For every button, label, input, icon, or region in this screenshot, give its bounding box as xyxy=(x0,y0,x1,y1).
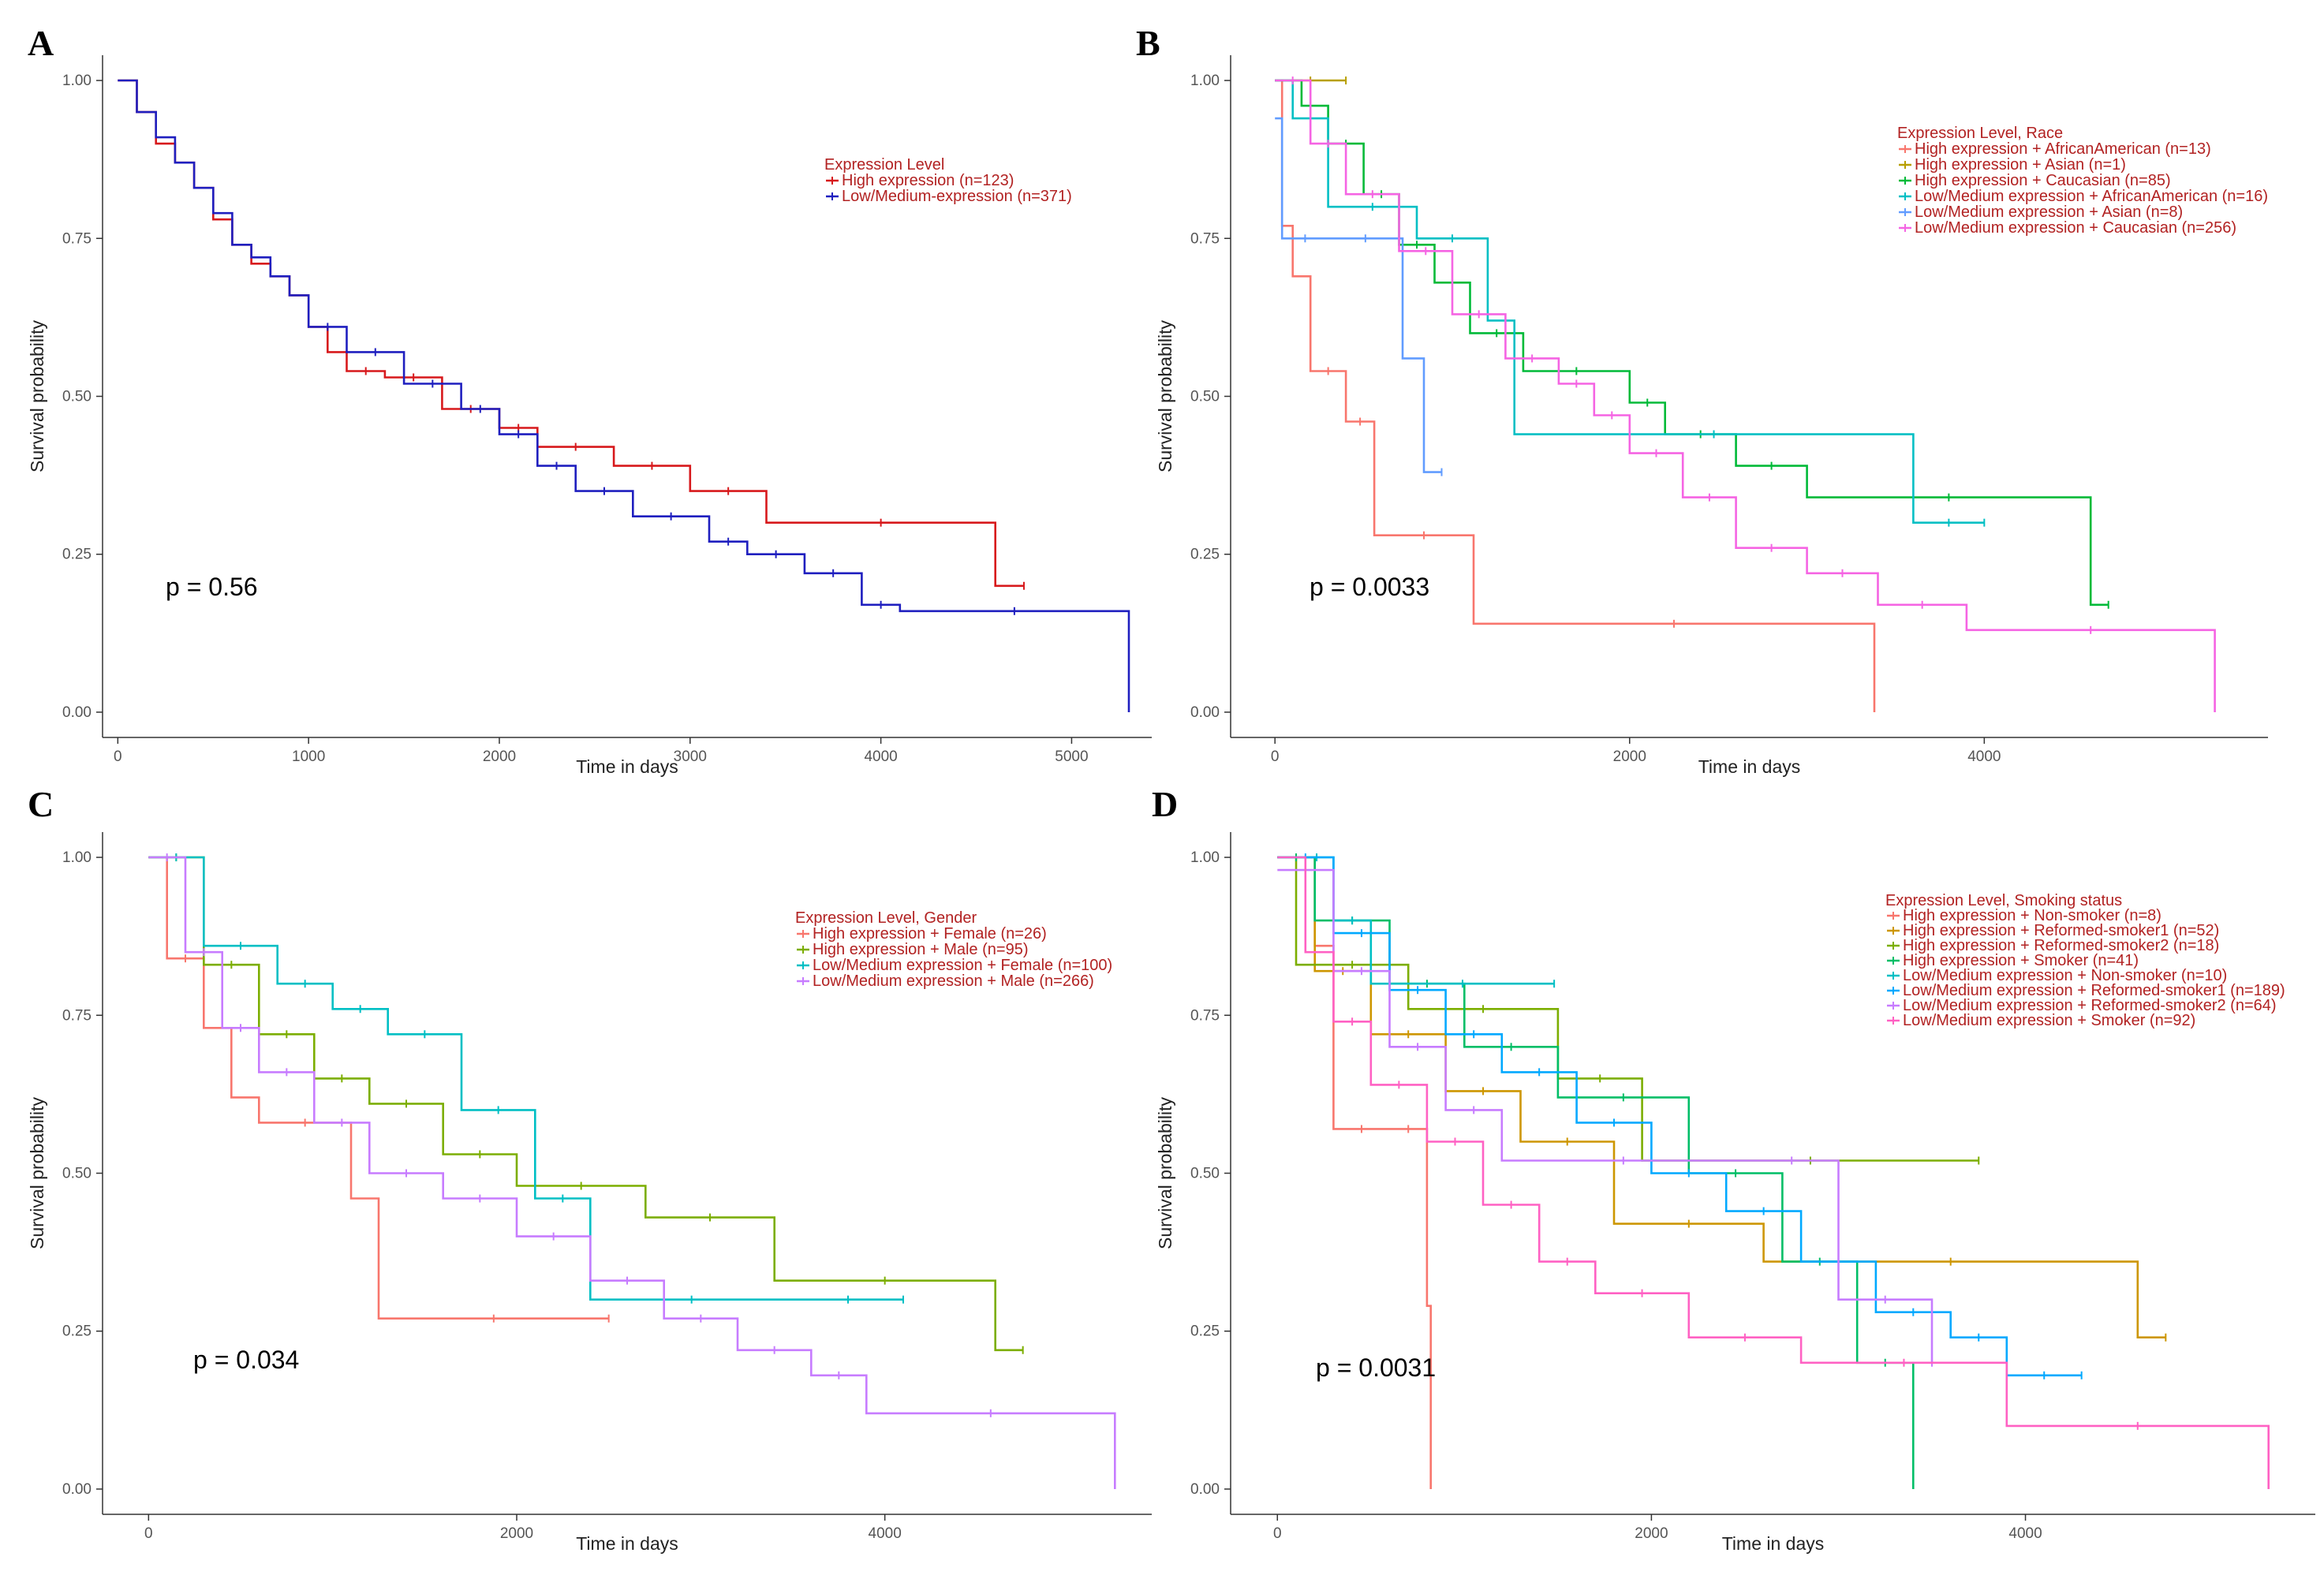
legend-entry: High expression + Caucasian (n=85) xyxy=(1915,172,2171,189)
x-tick-label: 4000 xyxy=(869,1525,902,1542)
legend-entry: High expression + Non-smoker (n=8) xyxy=(1903,907,2161,924)
x-axis-title: Time in days xyxy=(576,1533,678,1554)
panel-letter: B xyxy=(1136,23,1160,63)
y-tick-label: 0.50 xyxy=(1190,389,1220,405)
legend-entry: High expression + Female (n=26) xyxy=(813,925,1047,943)
legend-entry: Low/Medium expression + AfricanAmerican … xyxy=(1915,188,2268,205)
y-axis-title: Survival probability xyxy=(1155,1096,1175,1249)
y-axis-title: Survival probability xyxy=(27,1096,47,1249)
legend-entry: Low/Medium-expression (n=371) xyxy=(842,188,1072,205)
km-curve-4 xyxy=(148,856,1116,1489)
legend-entry: Low/Medium expression + Non-smoker (n=10… xyxy=(1903,967,2227,984)
legend-entry: High expression + Reformed-smoker2 (n=18… xyxy=(1903,937,2219,954)
p-value-label: p = 0.0031 xyxy=(1316,1353,1436,1382)
y-tick-label: 0.00 xyxy=(1190,704,1220,721)
y-tick-label: 0.25 xyxy=(1190,1323,1220,1340)
legend-entry: High expression + AfricanAmerican (n=13) xyxy=(1915,140,2211,158)
x-tick-label: 0 xyxy=(1273,1525,1282,1542)
x-tick-label: 0 xyxy=(1271,748,1280,765)
legend-title: Expression Level xyxy=(824,156,944,174)
panel-letter: D xyxy=(1152,784,1178,824)
km-curve-1 xyxy=(1275,79,1876,712)
panel-letter: A xyxy=(28,23,54,63)
y-tick-label: 0.00 xyxy=(1190,1481,1220,1498)
y-tick-label: 1.00 xyxy=(62,849,92,866)
x-tick-label: 1000 xyxy=(292,748,325,765)
y-tick-label: 0.50 xyxy=(62,389,92,405)
legend-entry: High expression (n=123) xyxy=(842,172,1014,189)
y-tick-label: 1.00 xyxy=(1190,849,1220,866)
y-tick-label: 0.25 xyxy=(62,547,92,563)
panel-B: B 0.00 0.25 0.50 0.75 1.00 0 2000 4000 Time in da… xyxy=(1136,23,2268,777)
legend-entry: High expression + Reformed-smoker1 (n=52… xyxy=(1903,922,2219,939)
km-curve-2 xyxy=(118,79,1130,712)
km-curve-6 xyxy=(1275,79,2216,712)
km-curve-2 xyxy=(148,856,1023,1352)
y-axis-title: Survival probability xyxy=(27,319,47,472)
x-tick-label: 0 xyxy=(144,1525,153,1542)
y-tick-label: 0.75 xyxy=(1190,230,1220,247)
legend-entry: Low/Medium expression + Reformed-smoker1… xyxy=(1903,982,2285,999)
y-tick-label: 0.75 xyxy=(62,230,92,247)
x-tick-label: 3000 xyxy=(674,748,707,765)
legend-entry: Low/Medium expression + Asian (n=8) xyxy=(1915,203,2183,221)
panel-C: C 0.00 0.25 0.50 0.75 1.00 0 2000 4000 Time in da… xyxy=(27,784,1152,1554)
y-tick-label: 0.25 xyxy=(62,1323,92,1340)
legend-entry: High expression + Male (n=95) xyxy=(813,941,1028,958)
legend-entry: Low/Medium expression + Male (n=266) xyxy=(813,972,1094,990)
y-tick-label: 1.00 xyxy=(1190,73,1220,89)
legend-entry: Low/Medium expression + Female (n=100) xyxy=(813,957,1112,974)
y-tick-label: 0.00 xyxy=(62,1481,92,1498)
x-tick-label: 2000 xyxy=(1635,1525,1668,1542)
km-curve-1 xyxy=(148,856,609,1320)
y-tick-label: 0.75 xyxy=(62,1007,92,1024)
x-tick-label: 2000 xyxy=(483,748,516,765)
p-value-label: p = 0.56 xyxy=(166,573,258,601)
legend-title: Expression Level, Gender xyxy=(795,909,977,927)
x-tick-label: 4000 xyxy=(864,748,897,765)
x-tick-label: 2000 xyxy=(1613,748,1646,765)
p-value-label: p = 0.0033 xyxy=(1310,573,1429,601)
km-curve-7 xyxy=(1277,868,1934,1363)
km-curve-4 xyxy=(1275,79,1985,524)
legend-title: Expression Level, Smoking status xyxy=(1885,892,2122,909)
km-curve-3 xyxy=(1277,856,1979,1162)
legend-entry: Low/Medium expression + Reformed-smoker2… xyxy=(1903,997,2277,1014)
km-curve-4 xyxy=(1277,856,1915,1489)
y-tick-label: 0.75 xyxy=(1190,1007,1220,1024)
y-tick-label: 0.00 xyxy=(62,704,92,721)
x-tick-label: 4000 xyxy=(2008,1525,2042,1542)
x-axis-title: Time in days xyxy=(576,756,678,777)
x-tick-label: 2000 xyxy=(500,1525,533,1542)
x-tick-label: 4000 xyxy=(1967,748,2001,765)
legend-entry: High expression + Asian (n=1) xyxy=(1915,156,2126,174)
legend-entry: High expression + Smoker (n=41) xyxy=(1903,952,2139,969)
x-axis-title: Time in days xyxy=(1698,756,1801,777)
y-tick-label: 0.50 xyxy=(62,1166,92,1182)
legend-entry: Low/Medium expression + Caucasian (n=256… xyxy=(1915,219,2236,237)
x-tick-label: 5000 xyxy=(1055,748,1088,765)
km-curve-5 xyxy=(1275,117,1442,473)
panel-A: A 0.00 0.25 0.50 0.75 1.00 0 1000 2000 3000 4000 50… xyxy=(27,23,1152,777)
legend-title: Expression Level, Race xyxy=(1897,125,2063,142)
p-value-label: p = 0.034 xyxy=(193,1346,299,1374)
y-tick-label: 0.25 xyxy=(1190,547,1220,563)
x-tick-label: 0 xyxy=(114,748,122,765)
panel-letter: C xyxy=(28,784,54,824)
km-curve-8 xyxy=(1277,856,2270,1489)
panel-D: D 0.00 0.25 0.50 0.75 1.00 0 2000 4000 Time in da… xyxy=(1152,784,2315,1554)
legend-entry: Low/Medium expression + Smoker (n=92) xyxy=(1903,1012,2195,1029)
y-tick-label: 0.50 xyxy=(1190,1166,1220,1182)
x-axis-title: Time in days xyxy=(1722,1533,1825,1554)
km-curve-1 xyxy=(1277,856,1432,1489)
y-tick-label: 1.00 xyxy=(62,73,92,89)
y-axis-title: Survival probability xyxy=(1155,319,1175,472)
km-curve-3 xyxy=(148,856,903,1301)
